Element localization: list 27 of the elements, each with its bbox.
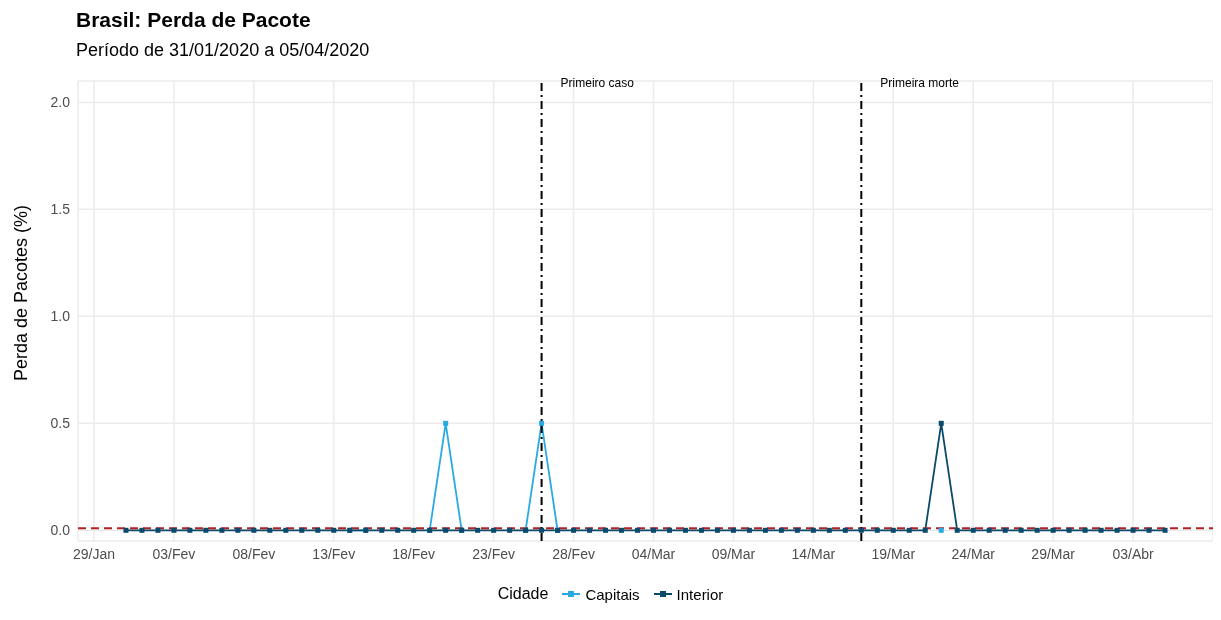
y-tick-label: 1.0 [50,308,71,325]
legend-label: Capitais [584,585,640,603]
chart-subtitle: Período de 31/01/2020 a 05/04/2020 [76,40,371,61]
ref-line-label: Primeira morte [880,75,960,90]
y-tick-label: 2.0 [50,94,71,111]
x-tick-label: 14/Mar [791,545,836,562]
legend-label: Interior [675,585,724,603]
chart-title: Brasil: Perda de Pacote [76,8,312,32]
x-tick-label: 29/Jan [72,545,116,562]
y-axis-title: Perda de Pacotes (%) [11,204,32,381]
legend-title: Cidade [497,585,549,603]
x-tick-label: 18/Fev [392,545,436,562]
x-tick-label: 03/Abr [1112,545,1155,562]
x-tick-label: 23/Fev [472,545,516,562]
x-tick-label: 04/Mar [631,545,676,562]
x-tick-label: 08/Fev [232,545,276,562]
x-tick-label: 24/Mar [951,545,996,562]
x-tick-label: 03/Fev [152,545,196,562]
x-tick-label: 29/Mar [1031,545,1076,562]
x-tick-label: 09/Mar [711,545,756,562]
y-tick-label: 1.5 [50,201,71,218]
ref-line-label: Primeiro caso [560,75,635,90]
y-tick-label: 0.0 [50,522,71,539]
x-tick-label: 28/Fev [552,545,595,562]
y-tick-label: 0.5 [50,415,71,432]
x-tick-label: 13/Fev [312,545,356,562]
x-tick-label: 19/Mar [871,545,916,562]
